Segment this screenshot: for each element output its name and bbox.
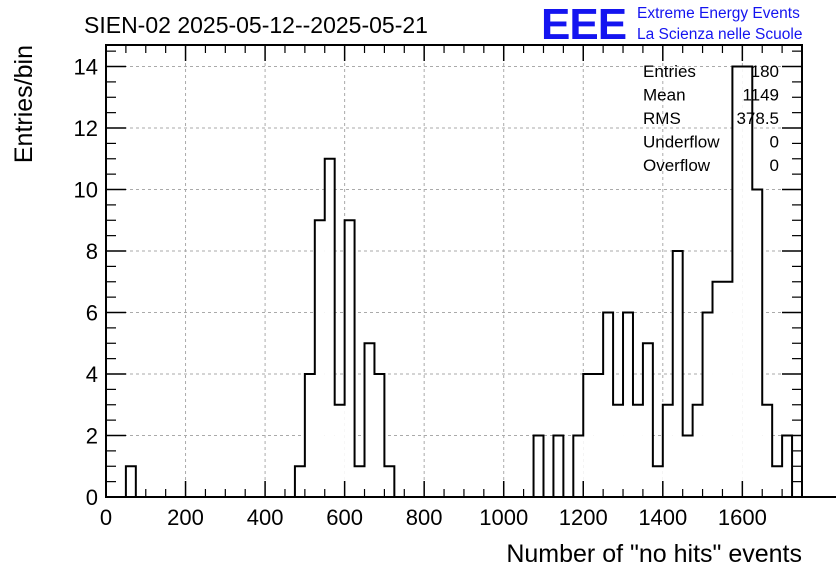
- histogram-bin: [324, 158, 335, 497]
- stats-label: RMS: [643, 109, 681, 128]
- histogram-bin: [344, 220, 355, 497]
- logo-line2: La Scienza nelle Scuole: [637, 26, 802, 43]
- eee-logo-letters: EEE: [541, 0, 626, 49]
- histogram-bin: [642, 343, 653, 497]
- histogram-bin: [125, 466, 136, 497]
- histogram-bin: [314, 220, 325, 497]
- x-tick-label: 600: [326, 505, 363, 530]
- stats-value: 0: [770, 156, 779, 175]
- histogram-bin: [752, 189, 763, 497]
- y-tick-label: 4: [86, 362, 98, 387]
- histogram-bin: [593, 374, 604, 497]
- histogram-bin: [553, 435, 564, 497]
- x-axis-label: Number of "no hits" events: [506, 540, 802, 568]
- histogram-bin: [742, 66, 753, 498]
- y-tick-label: 14: [74, 55, 98, 80]
- x-tick-label: 0: [100, 505, 112, 530]
- histogram-bin: [334, 404, 345, 497]
- x-tick-label: 200: [167, 505, 204, 530]
- histogram-bin: [583, 374, 594, 497]
- histogram-bin: [613, 404, 624, 497]
- histogram-bin: [364, 343, 375, 497]
- stats-value: 378.5: [736, 109, 779, 128]
- stats-value: 180: [751, 62, 779, 81]
- x-tick-label: 1600: [718, 505, 767, 530]
- histogram-bin: [294, 466, 305, 497]
- y-axis-label: Entries/bin: [10, 45, 38, 163]
- histogram-bin: [623, 312, 633, 497]
- histogram-bin: [652, 466, 663, 497]
- histogram-bin: [533, 435, 544, 497]
- histogram-bin: [632, 404, 643, 497]
- stats-value: 1149: [742, 86, 779, 105]
- y-tick-label: 10: [74, 178, 98, 203]
- histogram-bin: [732, 66, 743, 498]
- plot-frame: [105, 44, 803, 498]
- histogram-bin: [782, 435, 793, 497]
- histogram-bin: [772, 466, 783, 497]
- y-tick-label: 2: [86, 424, 98, 449]
- y-tick-label: 0: [86, 485, 98, 510]
- histogram-bin: [702, 312, 713, 497]
- x-tick-label: 400: [247, 505, 284, 530]
- x-tick-label: 800: [406, 505, 443, 530]
- stats-value: 0: [770, 133, 779, 152]
- histogram-bin: [304, 374, 315, 497]
- histogram-bin: [374, 374, 385, 497]
- logo-line1: Extreme Energy Events: [637, 5, 800, 22]
- histogram-bin: [682, 435, 693, 497]
- histogram-bin: [662, 404, 673, 497]
- axis-ticks: 0 200 400 600 800 1000 1200 1400 1600 0 2 4 6 8 10 12 14: [74, 45, 802, 530]
- chart-title: SIEN-02 2025-05-12--2025-05-21: [84, 12, 428, 38]
- histogram-bins: [106, 65, 836, 498]
- stats-box: Entries 180 Mean 1149 RMS 378.5 Underflow 0 Over…: [643, 62, 779, 175]
- stats-label: Overflow: [643, 156, 711, 175]
- histogram-bin: [573, 435, 584, 497]
- histogram-bin: [603, 312, 614, 497]
- y-tick-label: 6: [86, 301, 98, 326]
- x-tick-label: 1200: [559, 505, 608, 530]
- histogram-bin: [384, 466, 395, 497]
- grid-lines: [106, 45, 802, 497]
- eee-logo: EEE Extreme Energy Events La Scienza nel…: [541, 0, 802, 49]
- x-tick-label: 1000: [479, 505, 528, 530]
- stats-label: Entries: [643, 62, 696, 81]
- stats-label: Mean: [643, 86, 686, 105]
- histogram-bin: [354, 466, 365, 497]
- histogram-bin: [692, 404, 703, 497]
- y-tick-label: 12: [74, 116, 98, 141]
- histogram-bin: [712, 281, 723, 497]
- histogram-bin: [722, 281, 733, 497]
- histogram-bin: [672, 251, 683, 497]
- stats-label: Underflow: [643, 133, 720, 152]
- x-tick-label: 1400: [638, 505, 687, 530]
- histogram-bin: [762, 404, 773, 497]
- y-tick-label: 8: [86, 239, 98, 264]
